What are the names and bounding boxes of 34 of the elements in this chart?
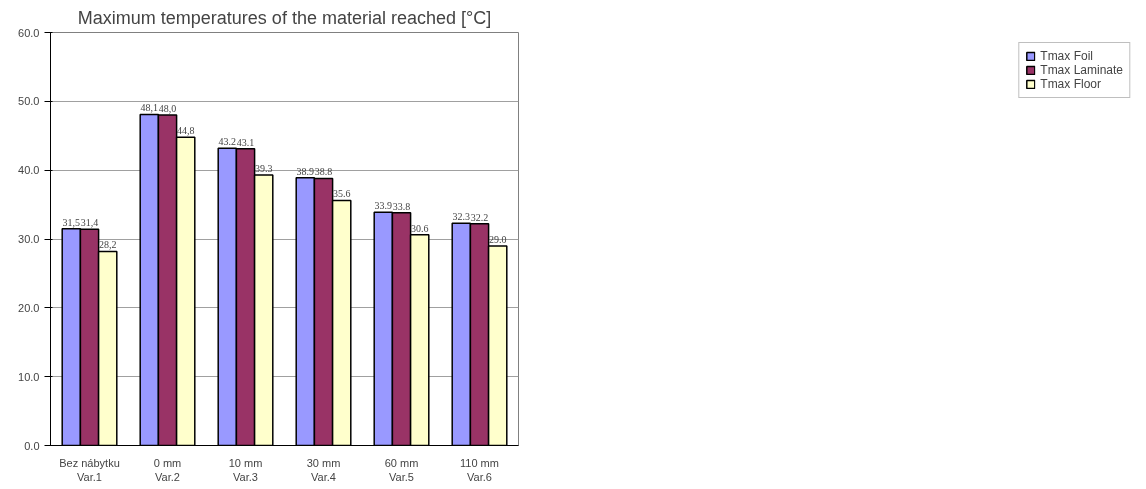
- y-tick-label: 30.0: [18, 233, 40, 245]
- y-tick-label: 40.0: [18, 164, 40, 177]
- data-label: 31,4: [80, 217, 99, 229]
- y-tick-label: 10.0: [18, 370, 40, 383]
- data-label: 30.6: [410, 222, 429, 234]
- x-tick-label: 0 mm Var.2: [153, 456, 182, 483]
- y-tick-label: 0.0: [24, 439, 40, 452]
- data-label: 29.0: [488, 233, 507, 245]
- chart-title: Maximum temperatures of the material reached [°C]: [77, 7, 492, 28]
- y-tick-label: 20.0: [18, 301, 40, 314]
- data-label: 35.6: [332, 188, 351, 200]
- data-label: 43.1: [236, 136, 255, 148]
- data-label: 38.8: [314, 166, 333, 178]
- data-label: 28,2: [98, 239, 117, 251]
- x-tick-label: 110 mm Var.6: [460, 456, 499, 483]
- data-label: 48,0: [158, 103, 177, 115]
- y-tick-label: 50.0: [18, 95, 40, 108]
- legend-label: Tmax Foil: [1040, 49, 1093, 63]
- data-label: 43.2: [218, 136, 237, 148]
- legend-label: Tmax Floor: [1040, 77, 1101, 91]
- data-label: 38.9: [296, 165, 315, 177]
- data-label: 32.2: [470, 211, 489, 223]
- x-tick-label: 10 mm Var.3: [228, 456, 263, 483]
- x-tick-label: 30 mm Var.4: [306, 456, 341, 483]
- y-tick-label: 60.0: [18, 26, 40, 39]
- legend-label: Tmax Laminate: [1040, 63, 1123, 77]
- data-label: 44,8: [176, 125, 195, 137]
- data-label: 33.8: [392, 200, 411, 212]
- data-label: 33.9: [374, 200, 393, 212]
- x-tick-label: 60 mm Var.5: [384, 456, 419, 483]
- x-tick-label: Bez nábytku Var.1: [59, 456, 120, 483]
- data-label: 32.3: [452, 211, 471, 223]
- data-label: 31,5: [62, 216, 81, 228]
- data-label: 48,1: [140, 102, 159, 114]
